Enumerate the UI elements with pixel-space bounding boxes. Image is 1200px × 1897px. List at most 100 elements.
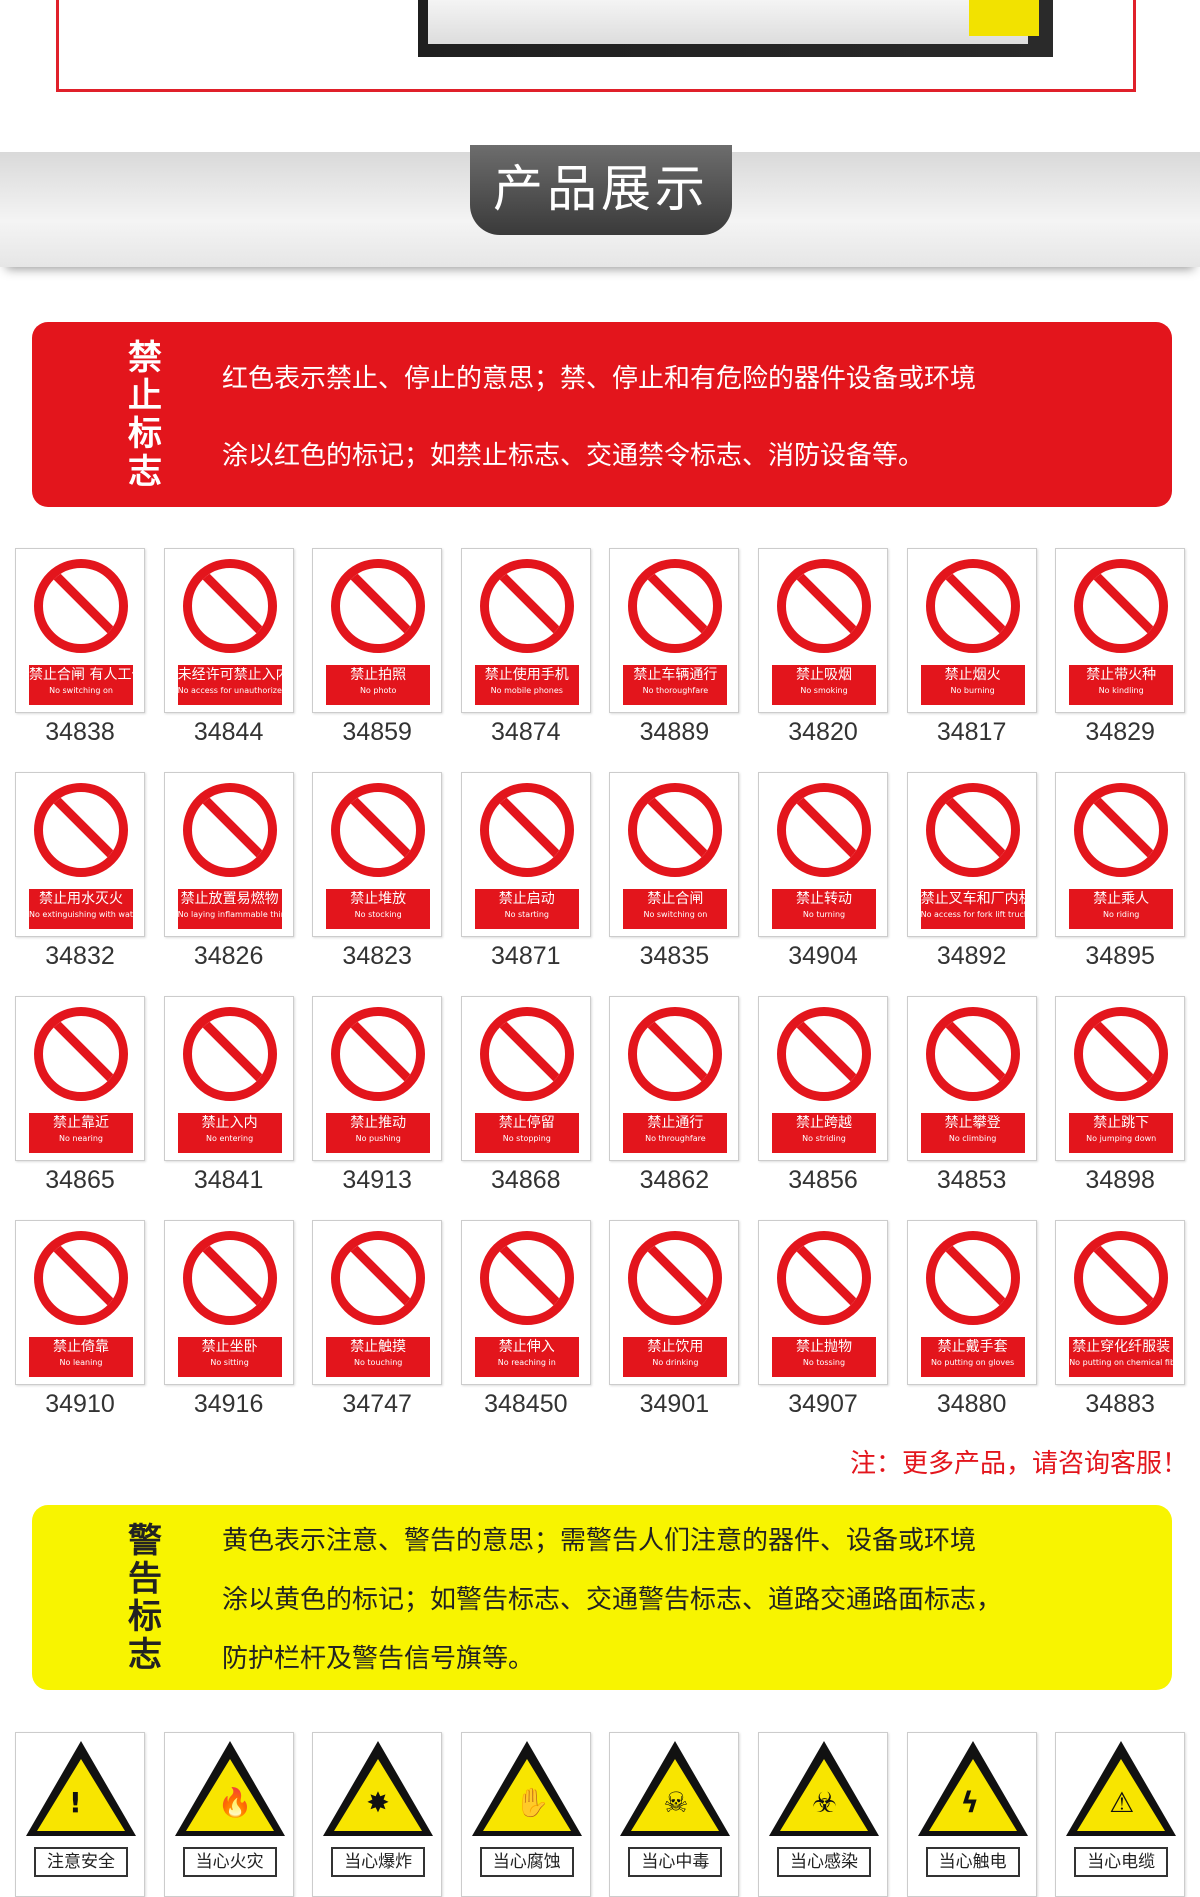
prohibition-icon: [925, 559, 1020, 653]
prohibition-sign[interactable]: 禁止触摸 No touching: [312, 1220, 443, 1385]
prohibition-icon: [34, 1231, 128, 1325]
sign-label: 禁止攀登 No climbing: [920, 1113, 1025, 1153]
warning-triangle-icon: 🔥: [174, 1741, 285, 1836]
prohibition-sign[interactable]: 禁止倚靠 No leaning: [15, 1220, 145, 1385]
prohibition-sign[interactable]: 禁止跳下 No jumping down: [1055, 996, 1186, 1161]
warning-triangle-icon: ⚠: [1066, 1741, 1177, 1836]
warning-sign[interactable]: ☣ 当心感染: [758, 1732, 888, 1897]
prohibition-icon: [777, 1231, 871, 1325]
prohibition-icon: [925, 783, 1020, 877]
warning-sign[interactable]: ⚠ 当心电缆: [1055, 1732, 1186, 1897]
sign-label: 当心感染: [777, 1847, 871, 1877]
prohibition-sign[interactable]: 禁止靠近 No nearing: [15, 996, 145, 1161]
sign-label: 禁止停留 No stopping: [474, 1113, 579, 1153]
prohibition-sign[interactable]: 禁止通行 No throughfare: [609, 996, 740, 1161]
prohibition-sign[interactable]: 禁止烟火 No burning: [906, 548, 1037, 713]
prohibition-icon: [34, 1007, 128, 1101]
prohibition-sign[interactable]: 禁止拍照 No photo: [312, 548, 443, 713]
warning-sign[interactable]: ✸ 当心爆炸: [312, 1732, 443, 1897]
prohibition-sign[interactable]: 禁止坐卧 No sitting: [163, 1220, 294, 1385]
warning-sign[interactable]: ☠ 当心中毒: [609, 1732, 740, 1897]
warning-sign[interactable]: 🔥 当心火灾: [163, 1732, 294, 1897]
prohibition-sign[interactable]: 禁止叉车和厂内机动车辆通行No access for fork lift tru…: [906, 772, 1037, 937]
prohibition-sign[interactable]: 禁止用水灭火 No extinguishing with water: [15, 772, 145, 937]
sign-label: 禁止乘人 No riding: [1069, 889, 1174, 929]
sign-label: 禁止堆放 No stocking: [326, 889, 431, 929]
sign-label: 注意安全: [34, 1847, 128, 1877]
prohibition-sign[interactable]: 禁止停留 No stopping: [460, 996, 591, 1161]
prohibition-icon: [34, 783, 128, 877]
warning-triangle-icon: ☣: [769, 1741, 879, 1836]
sign-label: 当心腐蚀: [479, 1847, 574, 1877]
prohibition-sign[interactable]: 禁止堆放 No stocking: [312, 772, 443, 937]
sign-label: 禁止车辆通行 No thoroughfare: [623, 665, 728, 705]
prohibition-sign[interactable]: 禁止入内 No entering: [163, 996, 294, 1161]
prohibition-icon: [1074, 1231, 1169, 1325]
product-code: 34907: [788, 1390, 858, 1418]
sign-label: 禁止吸烟 No smoking: [772, 665, 876, 705]
prohibition-icon: [182, 783, 277, 877]
sign-label: 禁止靠近 No nearing: [29, 1113, 133, 1153]
product-code: 34868: [491, 1166, 561, 1194]
sign-label: 禁止抛物 No tossing: [772, 1337, 876, 1377]
prohibition-sign[interactable]: 禁止车辆通行 No thoroughfare: [609, 548, 740, 713]
prohibition-sign[interactable]: 禁止跨越 No striding: [758, 996, 888, 1161]
product-code: 34892: [936, 942, 1007, 970]
product-code: 34835: [639, 942, 710, 970]
prohibition-sign[interactable]: 禁止合闸 No switching on: [609, 772, 740, 937]
sign-label: 禁止推动 No pushing: [326, 1113, 431, 1153]
prohibition-sign[interactable]: 禁止乘人 No riding: [1055, 772, 1186, 937]
prohibition-sign[interactable]: 禁止饮用 No drinking: [609, 1220, 740, 1385]
prohibition-desc-1: 红色表示禁止、停止的意思；禁、停止和有危险的器件设备或环境: [222, 363, 977, 394]
prohibition-sign[interactable]: 禁止放置易燃物 No laying inflammable thing: [163, 772, 294, 937]
prohibition-sign[interactable]: 禁止合闸 有人工作No switching on: [15, 548, 145, 713]
sign-label: 禁止饮用 No drinking: [623, 1337, 728, 1377]
product-code: 34889: [639, 718, 710, 746]
prohibition-sign[interactable]: 禁止启动 No starting: [460, 772, 591, 937]
prohibition-sign[interactable]: 禁止带火种 No kindling: [1055, 548, 1186, 713]
warning-sign[interactable]: ✋ 当心腐蚀: [460, 1732, 591, 1897]
warning-triangle-icon: ϟ: [917, 1741, 1028, 1836]
warning-sign[interactable]: ϟ 当心触电: [906, 1732, 1037, 1897]
product-code: 34838: [45, 718, 115, 746]
prohibition-sign[interactable]: 禁止戴手套 No putting on gloves: [906, 1220, 1037, 1385]
sign-label: 禁止带火种 No kindling: [1069, 665, 1174, 705]
warning-sign[interactable]: ! 注意安全: [15, 1732, 145, 1897]
prohibition-sign[interactable]: 禁止使用手机 No mobile phones: [460, 548, 591, 713]
prohibition-icon: [182, 1231, 277, 1325]
prohibition-sign[interactable]: 禁止伸入 No reaching in: [460, 1220, 591, 1385]
product-code: 34747: [342, 1390, 412, 1418]
prohibition-icon: [925, 1231, 1020, 1325]
sign-label: 禁止触摸 No touching: [326, 1337, 431, 1377]
prohibition-icon: [777, 559, 871, 653]
sign-label: 禁止入内 No entering: [177, 1113, 282, 1153]
warning-triangle-icon: ✸: [323, 1741, 434, 1836]
sign-label: 禁止通行 No throughfare: [623, 1113, 728, 1153]
sign-label: 禁止转动 No turning: [772, 889, 876, 929]
prohibition-sign[interactable]: 禁止转动 No turning: [758, 772, 888, 937]
prohibition-sign[interactable]: 禁止抛物 No tossing: [758, 1220, 888, 1385]
prohibition-icon: [182, 1007, 277, 1101]
prohibition-icon: [925, 1007, 1020, 1101]
prohibition-sign[interactable]: 禁止攀登 No climbing: [906, 996, 1037, 1161]
section-title: 产品展示: [470, 145, 732, 235]
sign-label: 禁止倚靠 No leaning: [29, 1337, 133, 1377]
sign-label: 禁止合闸 No switching on: [623, 889, 728, 929]
product-code: 34832: [45, 942, 115, 970]
product-code: 34853: [936, 1166, 1007, 1194]
product-code: 34859: [342, 718, 412, 746]
prohibition-icon: [479, 559, 574, 653]
sign-label: 禁止用水灭火 No extinguishing with water: [29, 889, 133, 929]
warning-triangle-icon: ☠: [620, 1741, 731, 1836]
product-code: 34901: [639, 1390, 710, 1418]
prohibition-sign[interactable]: 禁止吸烟 No smoking: [758, 548, 888, 713]
prohibition-sign[interactable]: 禁止推动 No pushing: [312, 996, 443, 1161]
sign-label: 禁止烟火 No burning: [920, 665, 1025, 705]
sign-label: 禁止合闸 有人工作No switching on: [29, 665, 133, 705]
sign-label: 当心爆炸: [331, 1847, 426, 1877]
prohibition-icon: [1074, 559, 1169, 653]
sign-label: 禁止伸入 No reaching in: [474, 1337, 579, 1377]
sign-label: 禁止戴手套 No putting on gloves: [920, 1337, 1025, 1377]
